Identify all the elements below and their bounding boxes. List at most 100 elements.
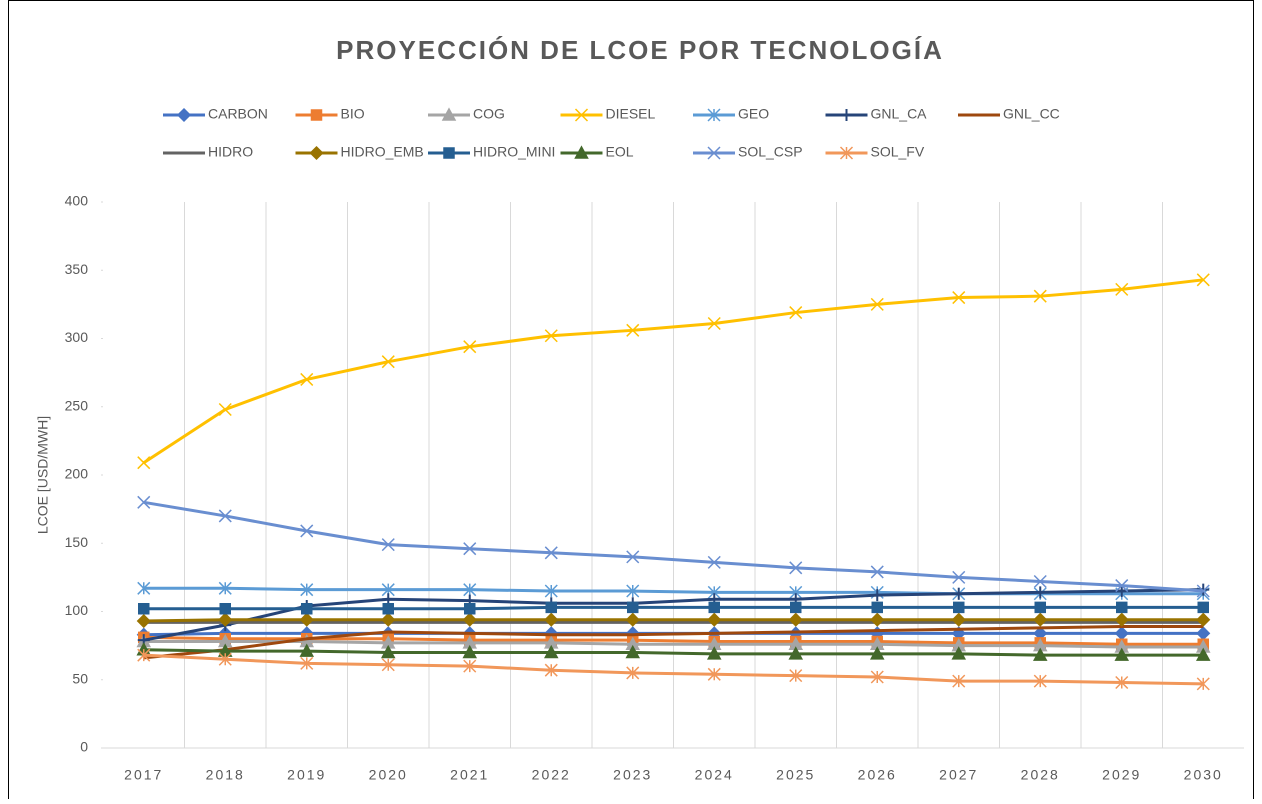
marker <box>1032 647 1048 661</box>
marker <box>441 107 457 121</box>
marker <box>951 612 966 627</box>
marker <box>462 644 478 659</box>
marker <box>952 587 965 600</box>
marker <box>300 656 314 670</box>
marker <box>218 402 232 417</box>
x-tick-label: 2025 <box>776 767 815 783</box>
marker <box>218 581 232 595</box>
y-tick-label: 400 <box>65 193 89 209</box>
marker <box>707 555 721 569</box>
marker <box>1197 601 1209 614</box>
marker <box>463 659 477 673</box>
marker <box>218 612 233 627</box>
marker <box>1196 677 1210 691</box>
marker <box>1033 612 1048 627</box>
marker <box>1115 579 1129 593</box>
marker <box>310 109 323 121</box>
marker <box>300 524 314 538</box>
marker <box>544 663 558 677</box>
y-tick-label: 100 <box>65 602 89 618</box>
marker <box>627 601 639 614</box>
marker <box>625 644 641 659</box>
marker <box>381 658 395 672</box>
x-tick-label: 2022 <box>532 767 571 783</box>
marker <box>953 601 965 614</box>
legend-label: GNL_CA <box>871 106 928 122</box>
marker <box>626 323 640 337</box>
marker <box>869 646 885 660</box>
marker <box>1114 612 1129 627</box>
marker <box>299 612 314 627</box>
marker <box>1034 601 1046 614</box>
marker <box>625 612 640 627</box>
x-tick-label: 2028 <box>1021 767 1060 783</box>
series-line <box>143 618 1204 623</box>
marker <box>789 669 803 683</box>
x-tick-label: 2027 <box>939 767 978 783</box>
marker <box>871 589 884 602</box>
marker <box>952 570 966 584</box>
marker <box>300 372 314 386</box>
marker <box>1033 574 1047 589</box>
marker <box>137 648 151 662</box>
y-tick-label: 200 <box>65 466 89 482</box>
marker <box>545 601 557 614</box>
marker <box>707 146 721 160</box>
x-tick-label: 2024 <box>695 767 734 783</box>
x-tick-label: 2017 <box>124 767 163 783</box>
marker <box>839 146 854 160</box>
marker <box>708 601 720 614</box>
legend-label: GEO <box>738 106 769 122</box>
marker <box>301 603 313 615</box>
marker <box>574 108 589 122</box>
marker <box>462 612 477 627</box>
marker <box>219 603 231 615</box>
marker <box>790 601 802 614</box>
legend-label: COG <box>473 106 505 122</box>
series-line <box>143 605 1204 611</box>
marker <box>626 584 640 598</box>
marker <box>952 291 966 305</box>
marker <box>1116 601 1128 614</box>
marker <box>574 145 589 159</box>
marker <box>138 603 150 615</box>
marker <box>309 145 324 161</box>
legend-label: HIDRO_MINI <box>473 144 555 160</box>
legend-label: HIDRO <box>208 144 253 160</box>
marker <box>300 583 314 597</box>
marker <box>707 667 721 681</box>
marker <box>870 565 884 579</box>
marker <box>1115 282 1129 296</box>
marker <box>382 603 394 615</box>
legend-label: DIESEL <box>606 106 656 122</box>
legend-label: GNL_CC <box>1003 106 1060 122</box>
marker <box>544 612 559 627</box>
marker <box>544 584 558 598</box>
marker <box>788 612 803 627</box>
marker <box>464 603 476 615</box>
marker <box>543 644 559 659</box>
y-tick-label: 50 <box>72 670 88 686</box>
marker <box>952 674 966 688</box>
marker <box>707 316 721 331</box>
legend-label: SOL_FV <box>871 144 925 160</box>
series-line <box>143 648 1204 657</box>
marker <box>299 643 315 657</box>
y-tick-label: 250 <box>65 397 89 413</box>
legend-label: BIO <box>341 106 365 122</box>
marker <box>463 542 477 556</box>
x-tick-label: 2020 <box>369 767 408 783</box>
marker <box>1033 674 1047 688</box>
marker <box>443 147 455 159</box>
marker <box>870 612 885 627</box>
legend-label: EOL <box>606 144 634 160</box>
legend-label: CARBON <box>208 106 268 122</box>
x-tick-label: 2018 <box>206 767 245 783</box>
series-line <box>143 625 1204 660</box>
marker <box>1033 289 1047 303</box>
marker <box>626 666 640 680</box>
marker <box>788 646 804 660</box>
marker <box>544 546 558 560</box>
